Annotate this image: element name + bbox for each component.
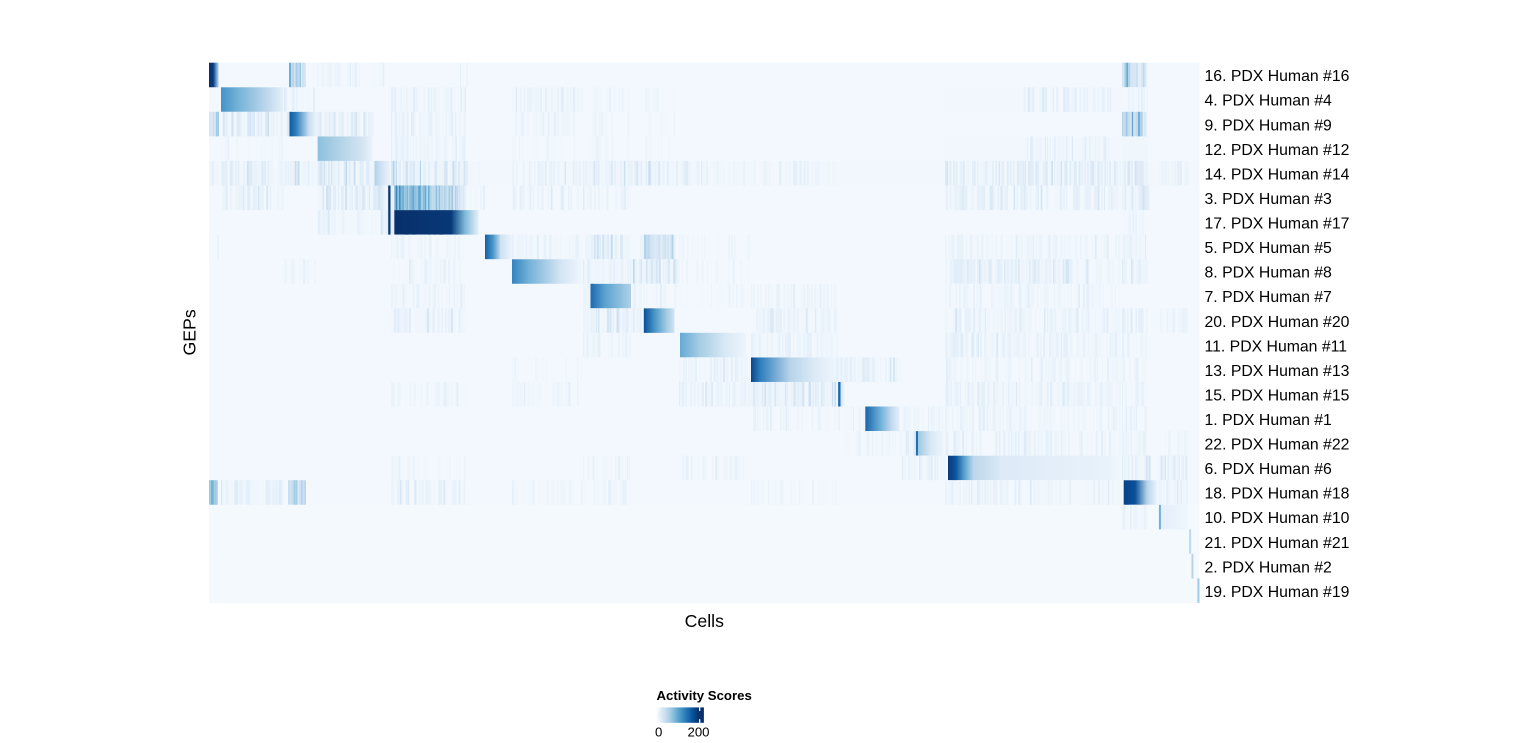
svg-text:14. PDX Human #14: 14. PDX Human #14: [1205, 166, 1350, 183]
svg-text:8. PDX Human #8: 8. PDX Human #8: [1205, 265, 1333, 282]
svg-text:4. PDX Human #4: 4. PDX Human #4: [1205, 93, 1333, 110]
svg-text:5. PDX Human #5: 5. PDX Human #5: [1205, 240, 1333, 257]
svg-text:GEPs: GEPs: [179, 309, 199, 355]
svg-text:2. PDX Human #2: 2. PDX Human #2: [1205, 559, 1332, 576]
svg-text:12. PDX Human #12: 12. PDX Human #12: [1205, 142, 1350, 159]
svg-text:1. PDX Human #1: 1. PDX Human #1: [1205, 412, 1333, 429]
svg-text:16. PDX Human #16: 16. PDX Human #16: [1205, 68, 1350, 85]
svg-text:18. PDX Human #18: 18. PDX Human #18: [1205, 486, 1350, 503]
svg-text:17. PDX Human #17: 17. PDX Human #17: [1205, 216, 1350, 233]
svg-text:13. PDX Human #13: 13. PDX Human #13: [1205, 363, 1350, 380]
svg-text:21. PDX Human #21: 21. PDX Human #21: [1205, 535, 1350, 552]
svg-text:22. PDX Human #22: 22. PDX Human #22: [1205, 437, 1350, 454]
svg-text:11. PDX Human #11: 11. PDX Human #11: [1205, 338, 1348, 355]
svg-text:20. PDX Human #20: 20. PDX Human #20: [1205, 314, 1350, 331]
svg-text:0: 0: [655, 725, 662, 740]
svg-text:Cells: Cells: [685, 611, 724, 631]
svg-text:3. PDX Human #3: 3. PDX Human #3: [1205, 191, 1333, 208]
svg-text:19. PDX Human #19: 19. PDX Human #19: [1205, 584, 1350, 601]
svg-text:7. PDX Human #7: 7. PDX Human #7: [1205, 289, 1332, 306]
svg-text:6. PDX Human #6: 6. PDX Human #6: [1205, 461, 1333, 478]
svg-text:10. PDX Human #10: 10. PDX Human #10: [1205, 510, 1350, 527]
svg-text:15. PDX Human #15: 15. PDX Human #15: [1205, 387, 1350, 404]
svg-text:9. PDX Human #9: 9. PDX Human #9: [1205, 117, 1333, 134]
svg-text:Activity Scores: Activity Scores: [657, 688, 752, 703]
svg-text:200: 200: [687, 725, 709, 740]
